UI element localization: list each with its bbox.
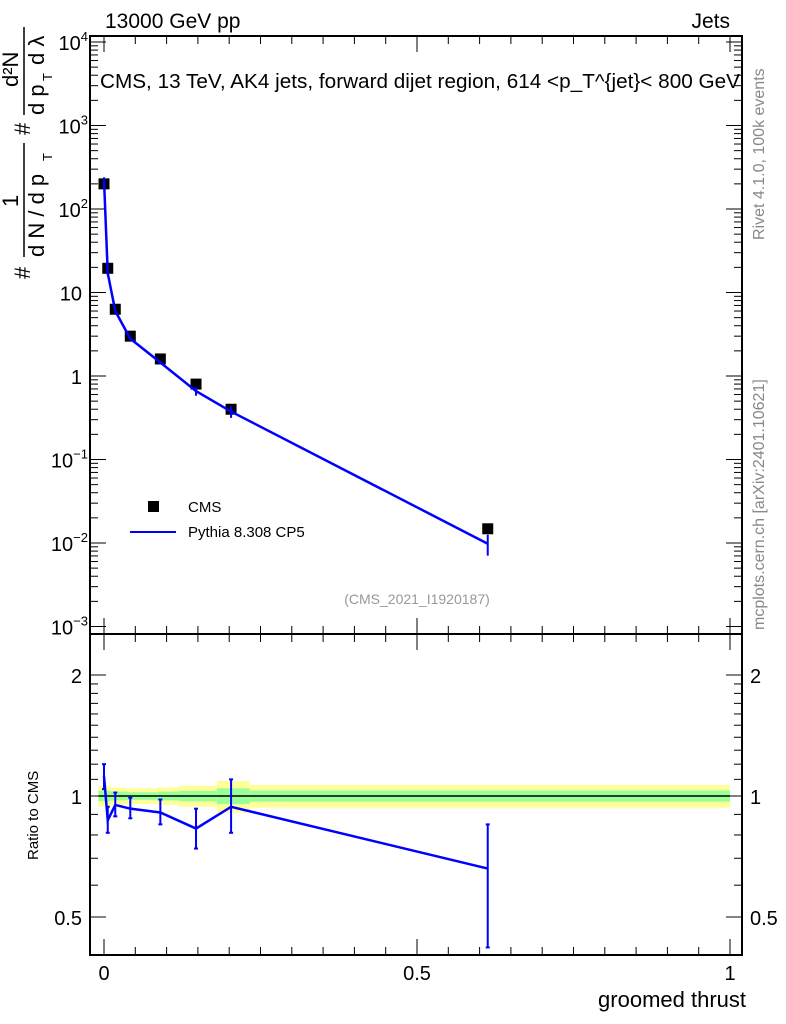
rivet-label: Rivet 4.1.0, 100k events <box>751 68 768 240</box>
header-right: Jets <box>691 10 730 33</box>
y-tick-label: 10 <box>60 284 82 306</box>
y-label-hash-1: # <box>10 266 35 279</box>
x-axis-label: groomed thrust <box>598 987 746 1012</box>
y-label-hash-2: # <box>10 122 35 135</box>
y-tick-label: 1 <box>71 367 82 389</box>
x-tick-label: 1 <box>724 963 735 985</box>
ratio-y-tick-label: 1 <box>71 787 82 809</box>
y-label-numerator-2: d²N <box>0 52 23 87</box>
y-tick-label: 104 <box>59 29 88 55</box>
y-axis-label: # 1 d N / d p T # d²N d p T d λ <box>0 27 55 279</box>
ratio-y-tick-label-right: 2 <box>750 666 761 688</box>
legend-pythia-label: Pythia 8.308 CP5 <box>188 524 305 541</box>
ratio-y-tick-label-right: 1 <box>750 787 761 809</box>
legend-cms-label: CMS <box>188 499 221 516</box>
ratio-y-tick-label: 2 <box>71 666 82 688</box>
y-tick-label: 10−1 <box>51 447 88 473</box>
cms-data-point <box>190 378 202 390</box>
legend-cms-marker <box>148 501 159 512</box>
cms-data-point <box>482 523 494 535</box>
y-tick-label: 103 <box>59 113 88 139</box>
pythia-line <box>102 179 489 545</box>
ratio-pythia-line <box>102 776 489 870</box>
y-label-sub-1: T <box>40 153 55 161</box>
x-tick-label: 0.5 <box>403 963 431 985</box>
y-label-denominator-2: d p <box>24 84 49 115</box>
y-tick-label: 10−3 <box>51 614 88 640</box>
y-label-sub-2: T <box>40 73 55 81</box>
ratio-y-tick-label: 0.5 <box>54 908 82 930</box>
ratio-y-label: Ratio to CMS <box>25 771 42 860</box>
ratio-y-tick-label-right: 0.5 <box>750 908 778 930</box>
y-label-denominator-1: d N / d p <box>24 174 49 257</box>
plot-title: CMS, 13 TeV, AK4 jets, forward dijet reg… <box>100 71 741 93</box>
header-left: 13000 GeV pp <box>105 10 240 33</box>
mcplots-label: mcplots.cern.ch [arXiv:2401.10621] <box>751 379 768 630</box>
ratio-frame <box>89 633 743 956</box>
legend: CMS Pythia 8.308 CP5 <box>130 499 305 541</box>
analysis-watermark: (CMS_2021_I1920187) <box>344 591 490 607</box>
y-tick-label: 102 <box>59 196 88 222</box>
cms-data-point <box>154 353 166 365</box>
main-frame <box>89 35 743 635</box>
y-label-numerator-1: 1 <box>0 195 23 207</box>
x-tick-label: 0 <box>98 963 109 985</box>
y-label-denominator-3: d λ <box>24 36 49 65</box>
y-tick-label: 10−2 <box>51 530 88 556</box>
